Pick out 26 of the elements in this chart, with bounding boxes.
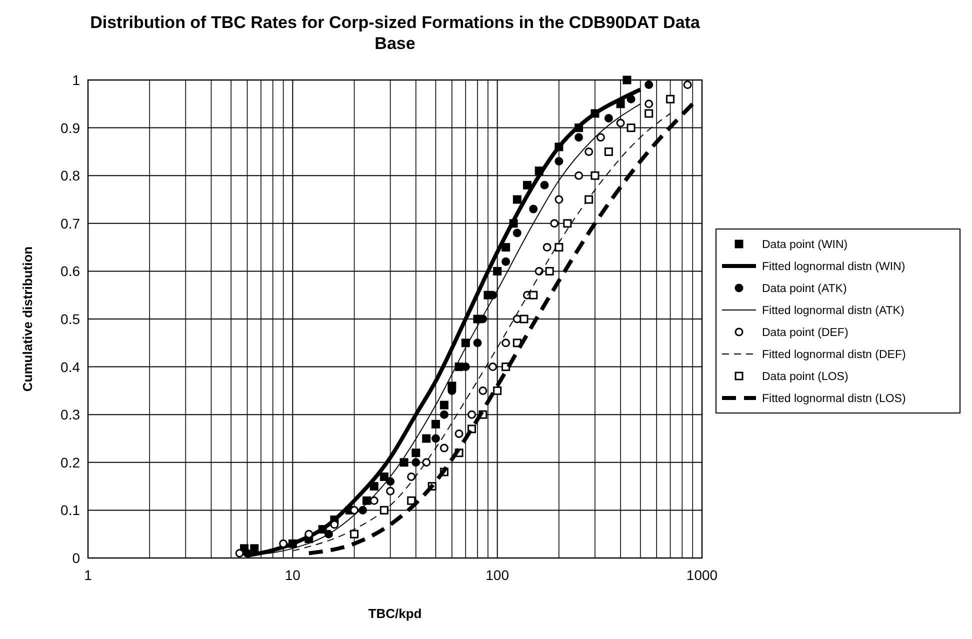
y-tick-label: 0.1: [60, 502, 80, 518]
legend-label: Fitted lognormal distn (WIN): [762, 261, 906, 273]
x-tick-label: 1000: [686, 567, 718, 583]
legend-label: Fitted lognormal distn (LOS): [762, 393, 906, 405]
x-tick-label: 100: [486, 567, 510, 583]
y-tick-label: 0.6: [60, 263, 80, 280]
chart-title: Distribution of TBC Rates for Corp-sized Formations in the CDB90DAT Data Base: [90, 13, 700, 53]
y-tick-label: 0.3: [60, 406, 80, 423]
x-axis-title: TBC/kpd: [368, 606, 422, 621]
y-tick-label: 0: [72, 550, 80, 566]
y-tick-label: 0.9: [60, 120, 80, 136]
legend-label: Data point (LOS): [762, 371, 848, 383]
y-tick-label: 0.4: [60, 358, 80, 375]
legend-label: Data point (DEF): [762, 327, 848, 339]
y-tick-label: 0.7: [60, 215, 80, 232]
legend-label: Fitted lognormal distn (ATK): [762, 305, 904, 317]
legend-label: Fitted lognormal distn (DEF): [762, 349, 906, 361]
legend-label: Data point (WIN): [762, 239, 848, 251]
x-tick-label: 1: [84, 567, 92, 583]
y-tick-label: 0.8: [60, 168, 80, 184]
y-tick-label: 0.5: [60, 311, 80, 327]
y-tick-label: 1: [72, 72, 80, 88]
legend-label: Data point (ATK): [762, 283, 847, 295]
y-tick-label: 0.2: [60, 454, 80, 470]
x-tick-label: 10: [284, 567, 301, 583]
y-axis-title: Cumulative distribution: [20, 246, 35, 392]
